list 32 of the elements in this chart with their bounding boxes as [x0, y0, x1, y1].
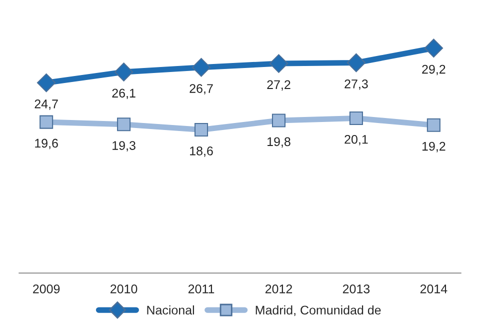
- x-tick-label: 2010: [110, 284, 138, 294]
- legend-label: Madrid, Comunidad de: [256, 305, 381, 316]
- point: [346, 53, 366, 72]
- point: [36, 73, 56, 92]
- data-label: 27,3: [344, 79, 368, 90]
- point: [424, 38, 444, 58]
- point: [114, 62, 134, 82]
- data-label: 19,2: [422, 142, 446, 152]
- point: [117, 118, 131, 132]
- point: [349, 111, 363, 125]
- point: [194, 123, 208, 137]
- data-label: 19,6: [35, 138, 58, 150]
- point: [426, 118, 440, 132]
- point: [269, 54, 288, 73]
- point: [272, 114, 286, 128]
- x-tick-label: 2014: [420, 284, 448, 294]
- data-label: 26,1: [112, 88, 136, 100]
- data-label: 24,7: [34, 100, 58, 110]
- data-label: 27,2: [267, 80, 290, 91]
- x-tick-label: 2012: [265, 284, 292, 294]
- data-label: 29,2: [422, 64, 446, 76]
- legend-label: Nacional: [147, 305, 194, 315]
- point: [192, 58, 211, 77]
- data-label: 18,6: [190, 146, 213, 157]
- data-label: 20,1: [344, 134, 368, 146]
- data-label: 26,7: [190, 84, 213, 94]
- data-label: 19,3: [112, 141, 136, 152]
- data-label: 19,8: [268, 137, 290, 148]
- point: [40, 115, 54, 129]
- x-tick-label: 2011: [188, 284, 214, 294]
- x-tick-label: 2009: [33, 284, 60, 294]
- x-tick-label: 2013: [342, 284, 370, 294]
